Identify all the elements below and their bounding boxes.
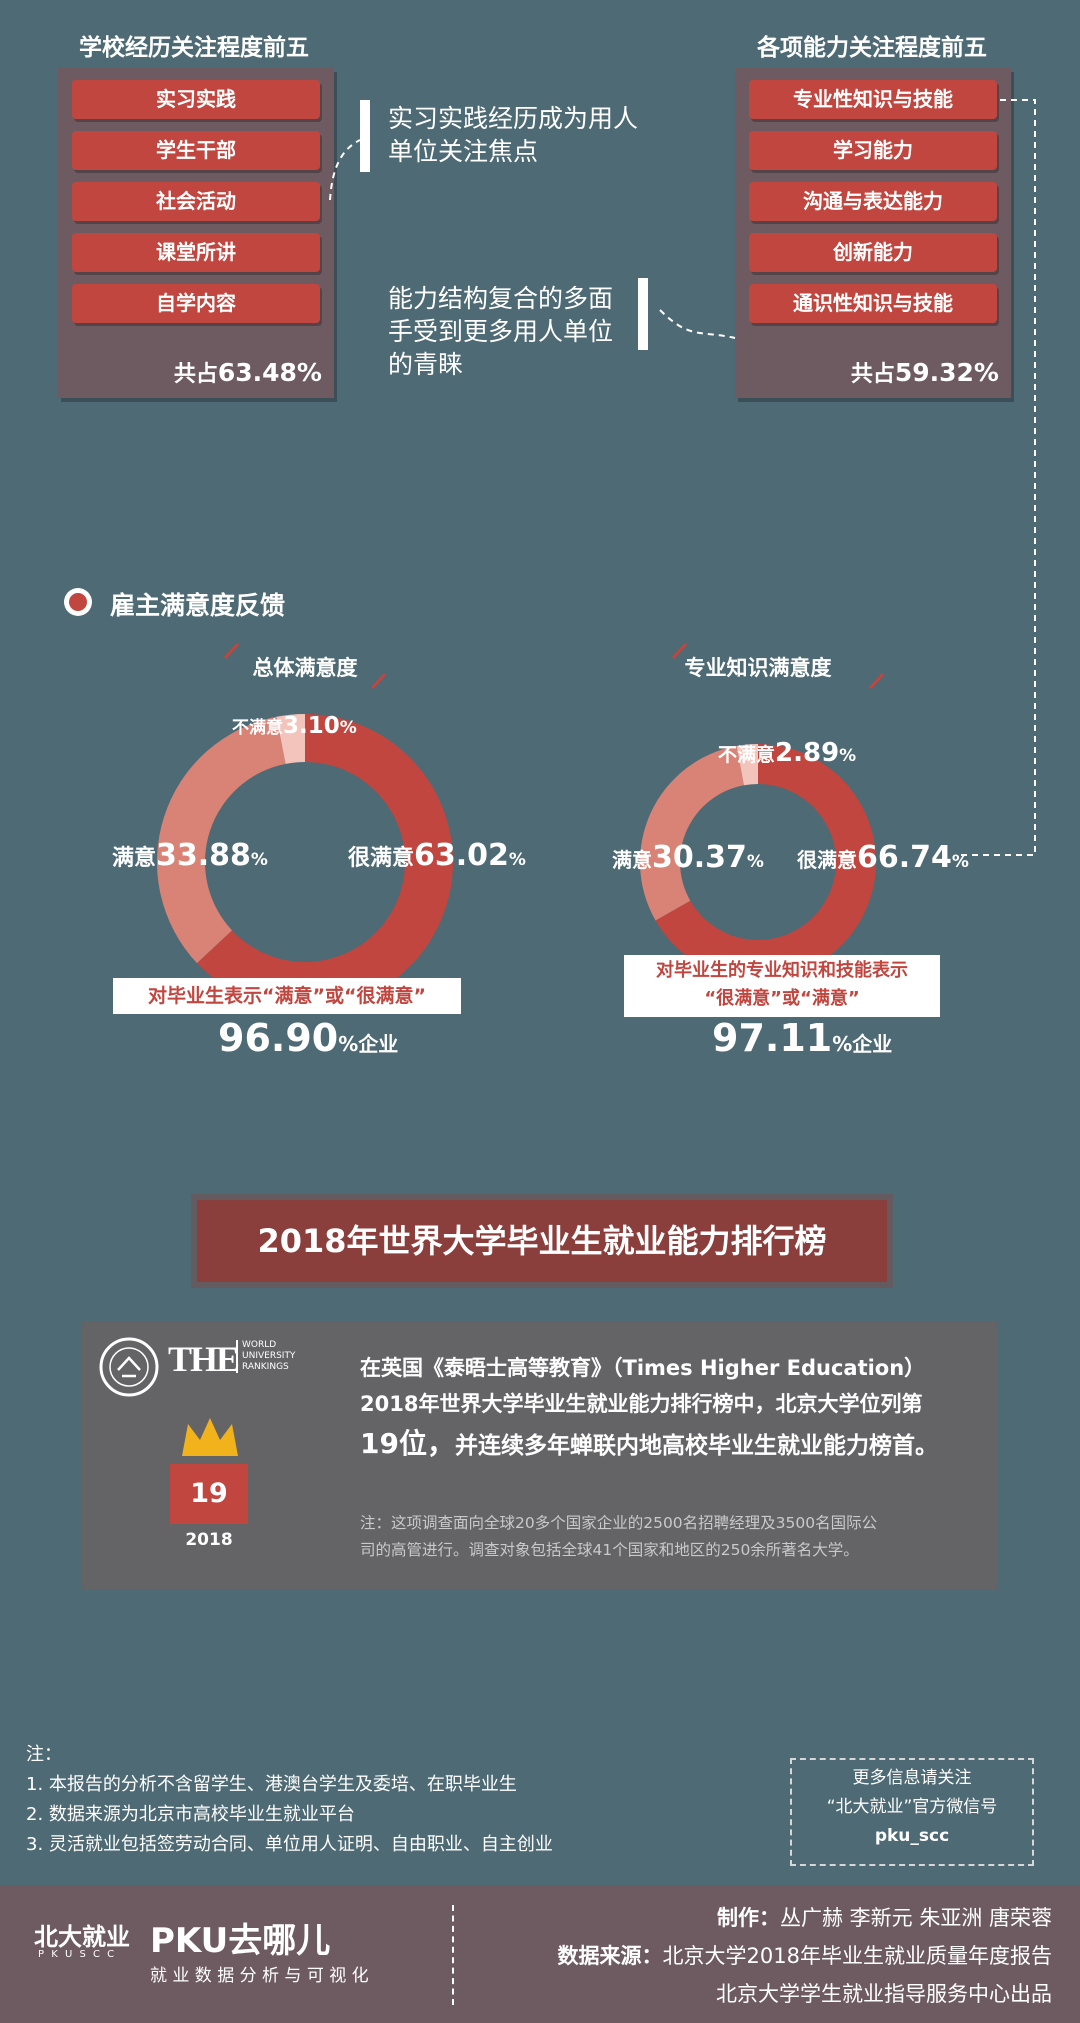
donut-slice-0 [655,744,876,980]
school-exp-title: 学校经历关注程度前五 [79,35,309,61]
donut-chart-overall [157,714,453,1010]
chart2-label-dissatisfied: 不满意2.89% [718,738,857,768]
connector-lines [329,99,1036,856]
chart1-label-very-satisfied: 很满意63.02% [348,838,526,873]
school-exp-item: 课堂所讲 [72,233,320,272]
connector-top-curve [329,139,361,201]
the-logo-sub: WORLD UNIVERSITY RANKINGS [236,1340,295,1373]
ability-item: 创新能力 [749,233,997,272]
ranking-panel: THE WORLD UNIVERSITY RANKINGS 19 2018 在英… [82,1322,998,1590]
satisfaction-heading: 雇主满意度反馈 [110,591,286,620]
pku-seal-icon [99,1337,159,1397]
footer-divider [452,1905,454,2005]
chart2-label-satisfied: 满意30.37% [612,840,764,875]
target-icon [64,588,92,616]
school-exp-panel: 实习实践 学生干部 社会活动 课堂所讲 自学内容 共占63.48% [58,68,334,398]
ranking-note: 注：这项调查面向全球20多个国家企业的2500名招聘经理及3500名国际公 司的… [360,1514,878,1559]
callout-top: 实习实践经历成为用人 单位关注焦点 [388,104,639,166]
chart1-title-slash-right [370,672,387,690]
callout-bar-top [360,100,370,172]
school-exp-item: 实习实践 [72,80,320,119]
chart1-label-dissatisfied: 不满意3.10% [232,713,357,739]
donut-slice-1 [640,745,744,921]
ranking-title: 2018年世界大学毕业生就业能力排行榜 [197,1200,887,1282]
crown-icon [182,1418,238,1456]
follow-box: 更多信息请关注 “北大就业”官方微信号 pku_scc [790,1758,1034,1866]
chart1-banner: 对毕业生表示“满意”或“很满意” [113,978,461,1014]
connector-mid-curve [659,309,736,339]
donut-slice-0 [196,714,453,1010]
chart1-summary: 96.90%企业 [218,1016,399,1060]
satisfaction-charts: 总体满意度 专业知识满意度 [157,642,885,1010]
the-logo: THE [168,1339,240,1379]
footer-brand-sub: 就 业 数 据 分 析 与 可 视 化 [150,1966,369,1986]
callout-mid: 能力结构复合的多面 手受到更多用人单位 的青睐 [388,284,614,379]
connector-right-line [960,99,1036,856]
donut-slice-1 [157,716,286,964]
school-exp-item: 自学内容 [72,284,320,323]
footer-logo-en: P K U S C C [38,1949,117,1960]
abilities-total: 共占59.32% [850,358,999,387]
abilities-panel: 专业性知识与技能 学习能力 沟通与表达能力 创新能力 通识性知识与技能 共占59… [735,68,1011,398]
footnotes: 注： 1. 本报告的分析不含留学生、港澳台学生及委培、在职毕业生 2. 数据来源… [26,1744,553,1855]
rank-badge: 19 [170,1464,248,1524]
chart2-title-slash-left [671,642,688,660]
donut-slice-2 [276,714,305,764]
footer-brand: PKU去哪儿 [150,1921,331,1961]
chart2-title: 专业知识满意度 [685,656,832,680]
ability-item: 专业性知识与技能 [749,80,997,119]
footer-credits: 制作：丛广赫 李新元 朱亚洲 唐荣蓉 数据来源：北京大学2018年毕业生就业质量… [557,1906,1052,2006]
footer-logo-cn: 北大就业 [34,1923,130,1951]
chart2-label-very-satisfied: 很满意66.74% [797,840,969,875]
donut-slice-2 [736,744,758,786]
school-exp-total: 共占63.48% [173,358,322,387]
donut-chart-knowledge [640,744,876,980]
school-exp-item: 社会活动 [72,182,320,221]
chart2-title-slash-right [868,672,885,690]
ranking-text: 在英国《泰晤士高等教育》（Times Higher Education） 201… [360,1356,938,1460]
chart1-label-satisfied: 满意33.88% [112,838,268,873]
chart2-banner: 对毕业生的专业知识和技能表示 “很满意”或“满意” [624,955,940,1017]
footer: 北大就业 P K U S C C PKU去哪儿 就 业 数 据 分 析 与 可 … [0,1885,1080,2023]
abilities-title: 各项能力关注程度前五 [757,35,987,61]
ability-item: 通识性知识与技能 [749,284,997,323]
school-exp-item: 学生干部 [72,131,320,170]
callout-bar-mid [638,278,648,350]
chart2-summary: 97.11%企业 [712,1016,893,1060]
chart1-title: 总体满意度 [253,656,358,680]
ability-item: 学习能力 [749,131,997,170]
chart1-title-slash-left [223,642,240,660]
rank-year: 2018 [185,1530,233,1550]
ability-item: 沟通与表达能力 [749,182,997,221]
